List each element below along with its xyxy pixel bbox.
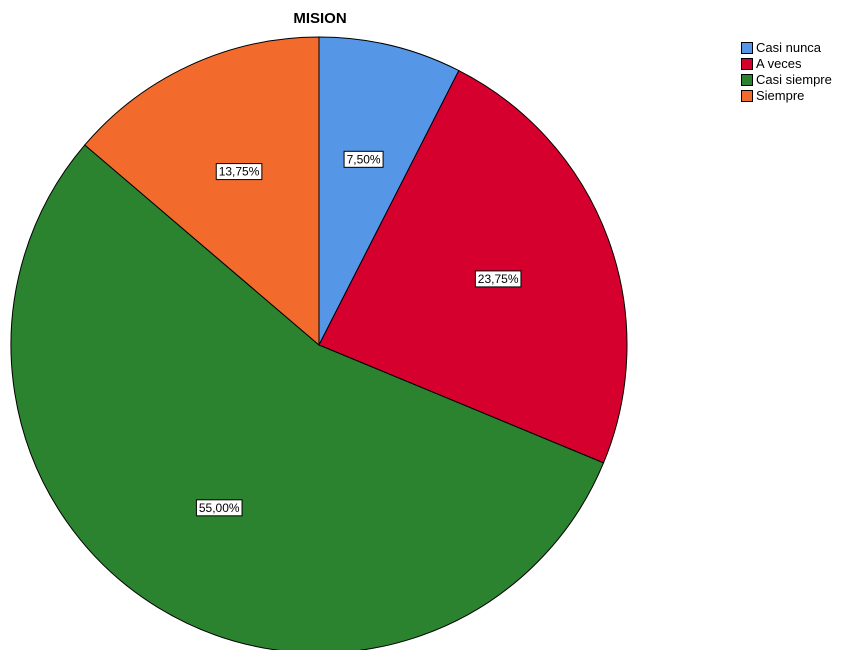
svg-text:23,75%: 23,75%	[478, 272, 519, 286]
legend-swatch	[741, 74, 753, 86]
legend-label: A veces	[756, 56, 802, 71]
legend-swatch	[741, 58, 753, 70]
pie-slice-casi-nunca	[318, 36, 460, 346]
pie-slice-siempre	[84, 36, 320, 347]
svg-text:55,00%: 55,00%	[199, 501, 240, 515]
slice-label-casi-siempre: 55,00%	[195, 499, 243, 517]
legend-label: Casi siempre	[756, 72, 832, 87]
legend-swatch	[741, 90, 753, 102]
pie-slice-casi-siempre	[10, 144, 605, 650]
legend-label: Siempre	[756, 88, 805, 103]
legend-item-casi-nunca: Casi nunca	[741, 40, 832, 56]
svg-text:13,75%: 13,75%	[219, 165, 260, 179]
legend-swatch	[741, 42, 753, 54]
pie-chart: 7,50% 23,75% 55,00% 13,75%	[10, 36, 628, 650]
pie-slice-a-veces	[318, 69, 628, 464]
chart-title: MISION	[293, 10, 347, 27]
slice-label-siempre: 13,75%	[215, 163, 263, 181]
legend-item-siempre: Siempre	[741, 88, 832, 104]
legend-item-a-veces: A veces	[741, 56, 832, 72]
legend: Casi nunca A veces Casi siempre Siempre	[741, 40, 832, 104]
svg-text:7,50%: 7,50%	[347, 152, 381, 166]
legend-item-casi-siempre: Casi siempre	[741, 72, 832, 88]
legend-label: Casi nunca	[756, 40, 822, 55]
slice-label-a-veces: 23,75%	[474, 270, 522, 288]
slice-label-casi-nunca: 7,50%	[343, 150, 384, 168]
